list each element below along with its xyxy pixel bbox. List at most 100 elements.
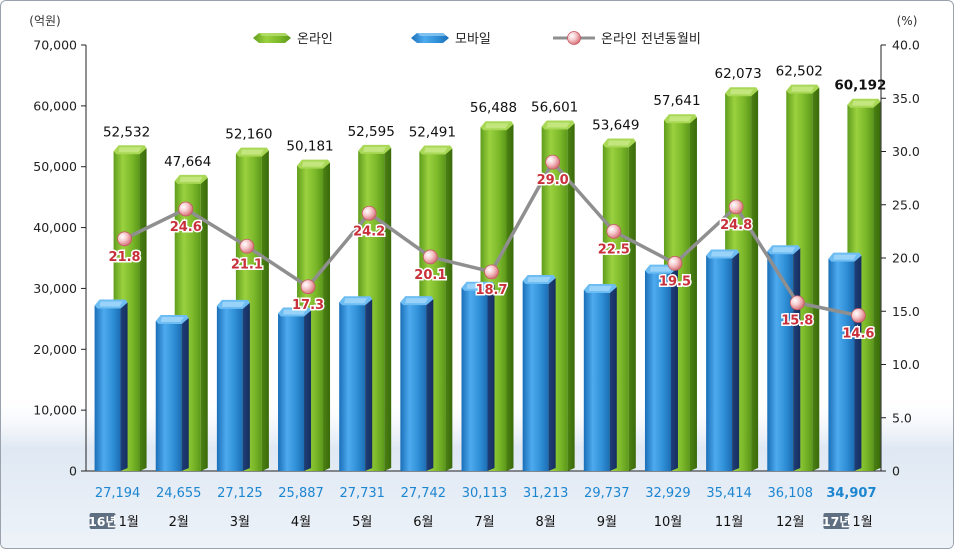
right-tick-label: 5.0 bbox=[892, 410, 912, 425]
mobile-bar-front bbox=[278, 313, 305, 471]
mobile-value-label: 27,742 bbox=[401, 486, 447, 501]
online-bar-side bbox=[873, 101, 881, 471]
yoy-value-label: 24.8 bbox=[720, 218, 752, 233]
mobile-bar bbox=[339, 296, 373, 471]
mobile-bar-top-highlight bbox=[405, 298, 429, 304]
online-value-label: 62,502 bbox=[776, 64, 823, 80]
online-bar-top-highlight bbox=[791, 86, 815, 92]
online-bar-top-highlight bbox=[607, 140, 631, 146]
online-bar-top-highlight bbox=[118, 147, 142, 153]
mobile-bar-side bbox=[793, 248, 801, 471]
yoy-line-layer bbox=[117, 154, 866, 323]
left-tick-label: 40,000 bbox=[33, 220, 77, 235]
legend-mobile-swatch bbox=[411, 33, 449, 43]
mobile-bar bbox=[522, 275, 556, 471]
category-label: 11월 bbox=[715, 515, 744, 530]
online-bar-top-highlight bbox=[668, 116, 692, 122]
mobile-value-label: 31,213 bbox=[523, 486, 569, 501]
mobile-bar-side bbox=[365, 299, 373, 471]
online-value-label: 62,073 bbox=[714, 66, 761, 82]
mobile-bar-side bbox=[487, 284, 495, 471]
mobile-bar-top-highlight bbox=[221, 301, 245, 307]
mobile-bar-top-highlight bbox=[772, 247, 796, 253]
category-label: 4월 bbox=[291, 515, 311, 530]
category-label: 8월 bbox=[536, 515, 556, 530]
mobile-bar bbox=[155, 314, 189, 471]
right-tick-label: 25.0 bbox=[892, 197, 920, 212]
year-tag-label: 17년 bbox=[822, 514, 851, 529]
online-bar-top-highlight bbox=[546, 122, 570, 128]
online-bar-side bbox=[751, 90, 759, 471]
online-bar-top-highlight bbox=[730, 89, 754, 95]
mobile-bar-front bbox=[94, 305, 121, 471]
category-label: 2월 bbox=[169, 515, 189, 530]
mobile-bar-front bbox=[216, 305, 243, 471]
online-bar-side bbox=[323, 162, 331, 471]
category-label: 7월 bbox=[474, 515, 494, 530]
legend: 온라인 모바일 온라인 전년동월비 bbox=[253, 31, 701, 47]
yoy-point bbox=[361, 205, 377, 221]
mobile-bar-side bbox=[609, 287, 617, 471]
mobile-bar-front bbox=[400, 302, 427, 471]
online-bar-side bbox=[689, 117, 697, 471]
category-label: 9월 bbox=[597, 515, 617, 530]
category-label: 5월 bbox=[352, 515, 372, 530]
mobile-value-label: 25,887 bbox=[278, 486, 324, 501]
category-label: 6월 bbox=[413, 515, 433, 530]
mobile-bar-side bbox=[181, 317, 189, 471]
mobile-bar-front bbox=[583, 290, 610, 471]
mobile-value-label: 27,731 bbox=[339, 486, 385, 501]
mobile-bar-side bbox=[120, 302, 128, 471]
mobile-bar bbox=[644, 264, 678, 471]
online-bar-top-highlight bbox=[363, 146, 387, 152]
online-value-label: 56,488 bbox=[470, 100, 517, 116]
mobile-bar bbox=[94, 299, 128, 471]
yoy-value-label: 24.2 bbox=[353, 224, 385, 239]
mobile-bar-front bbox=[339, 302, 366, 471]
mobile-bar-side bbox=[548, 278, 556, 471]
yoy-value-label: 29.0 bbox=[537, 173, 569, 188]
online-bar-side bbox=[628, 141, 636, 471]
left-tick-label: 50,000 bbox=[33, 159, 77, 174]
online-value-label: 52,160 bbox=[225, 127, 272, 143]
online-bar-side bbox=[812, 87, 820, 472]
left-tick-label: 10,000 bbox=[33, 403, 77, 418]
yoy-point bbox=[300, 279, 316, 295]
mobile-bar-top-highlight bbox=[466, 283, 490, 289]
yoy-point bbox=[667, 255, 683, 271]
year-tag-bg bbox=[89, 513, 116, 529]
category-label: 3월 bbox=[230, 515, 250, 530]
online-bar-side bbox=[384, 147, 392, 471]
yoy-point bbox=[606, 223, 622, 239]
yoy-point bbox=[239, 238, 255, 254]
year-tag-bg bbox=[823, 513, 850, 529]
mobile-bar bbox=[706, 249, 740, 471]
mobile-bar bbox=[767, 245, 801, 471]
mobile-bar-front bbox=[461, 287, 488, 471]
yoy-point bbox=[851, 308, 866, 323]
online-bar-top-highlight bbox=[424, 147, 448, 153]
mobile-bar-top-highlight bbox=[833, 254, 857, 260]
yoy-value-label: 21.8 bbox=[109, 250, 141, 265]
right-tick-label: 0 bbox=[892, 464, 900, 479]
right-tick-label: 40.0 bbox=[892, 38, 920, 53]
mobile-value-label: 27,125 bbox=[217, 486, 263, 501]
right-tick-label: 10.0 bbox=[892, 357, 920, 372]
right-axis-ticks: 0 5.0 10.0 15.0 20.0 25.0 30.0 35.0 40.0 bbox=[881, 38, 920, 479]
mobile-value-label: 35,414 bbox=[706, 486, 752, 501]
mobile-bar-side bbox=[304, 310, 312, 471]
mobile-bar-side bbox=[426, 299, 434, 471]
online-value-label: 47,664 bbox=[164, 154, 211, 170]
mobile-bar-top-highlight bbox=[711, 251, 735, 257]
mobile-bar-side bbox=[854, 255, 862, 471]
mobile-bar bbox=[400, 296, 434, 471]
online-bar-side bbox=[506, 124, 514, 472]
right-tick-label: 35.0 bbox=[892, 91, 920, 106]
right-tick-label: 30.0 bbox=[892, 144, 920, 159]
bars-layer bbox=[94, 84, 881, 472]
mobile-bar-front bbox=[706, 255, 733, 471]
online-bar-top-highlight bbox=[485, 123, 509, 129]
mobile-bar-front bbox=[767, 251, 794, 471]
left-axis-ticks: 0 10,000 20,000 30,000 40,000 50,000 60,000 70,… bbox=[33, 38, 86, 479]
yoy-value-label: 18.7 bbox=[475, 283, 507, 298]
